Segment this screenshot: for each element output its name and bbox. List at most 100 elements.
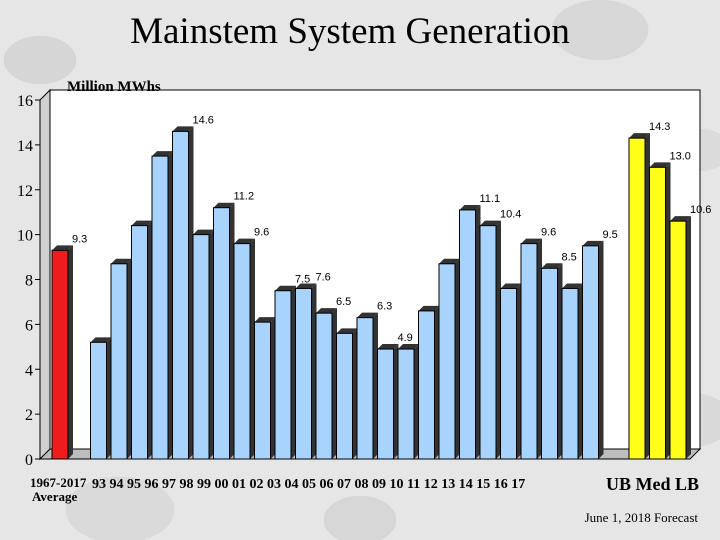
bar-05 [336, 332, 353, 460]
bar-top [152, 151, 173, 157]
data-label: 6.5 [336, 296, 351, 308]
bar-99 [213, 207, 230, 460]
bar-side [686, 216, 691, 459]
data-label: 9.6 [254, 227, 269, 239]
bar-side [209, 229, 214, 459]
y-tick-label: 4 [25, 362, 33, 379]
bar-side [311, 283, 317, 459]
bar-top [480, 220, 501, 226]
bar-16 [561, 287, 579, 460]
bar-side [332, 308, 337, 459]
bar-top [629, 133, 650, 139]
bar-top [316, 308, 337, 314]
bar-top [541, 263, 563, 269]
bar-14 [520, 243, 538, 460]
bar-side [229, 202, 235, 459]
bar-top [562, 283, 583, 289]
bar-med [649, 166, 666, 460]
bar-95 [131, 225, 148, 460]
bar-93 [90, 341, 107, 460]
data-label: 14.6 [193, 114, 214, 126]
x-tick-average-line2: Average [32, 489, 77, 504]
x-tick-forecast: UB Med LB [606, 474, 699, 494]
data-label: 6.3 [377, 301, 392, 313]
y-tick-label: 6 [25, 317, 33, 334]
bar-top [193, 229, 214, 235]
bar-top [52, 245, 73, 251]
bar-side [434, 305, 440, 459]
y-tick-label: 10 [17, 228, 33, 245]
bar-side [537, 238, 542, 459]
bar-12 [479, 225, 497, 460]
bar-08 [397, 348, 415, 460]
y-tick-label: 16 [17, 93, 33, 110]
bar-top [582, 240, 604, 246]
bar-15 [541, 267, 558, 460]
bar-94 [110, 263, 128, 460]
bar-top [377, 344, 399, 350]
bar-ub [628, 137, 646, 460]
data-label: 10.6 [690, 204, 711, 216]
bar-top [649, 162, 671, 168]
bar-top [336, 328, 358, 334]
data-label: 7.6 [316, 271, 331, 283]
bar-top [500, 283, 522, 289]
bar-side [147, 220, 153, 459]
bar-top [670, 216, 691, 222]
bar-top [439, 258, 460, 264]
bar-17 [582, 245, 599, 460]
bar-top [254, 317, 276, 323]
forecast-date-note: June 1, 2018 Forecast [584, 510, 698, 525]
data-label: 11.1 [480, 193, 501, 205]
bar-top [234, 238, 255, 244]
bar-side [645, 133, 650, 460]
bar-side [665, 162, 671, 459]
chart-title: Mainstem System Generation [130, 11, 570, 52]
bar-side [516, 283, 522, 459]
data-label: 11.2 [234, 191, 255, 203]
bar-side [68, 245, 73, 459]
bar-side [393, 344, 399, 459]
bar-09 [418, 310, 435, 460]
bar-97 [172, 130, 189, 460]
bar-side [352, 328, 358, 459]
bar-top [90, 337, 112, 343]
bar-96 [151, 155, 169, 460]
data-label: 9.5 [603, 229, 618, 241]
bar-07 [377, 348, 394, 460]
bar-top [111, 258, 132, 264]
bar-10 [438, 263, 456, 460]
bar-side [188, 126, 194, 459]
data-label: 9.6 [541, 227, 556, 239]
bar-side [250, 238, 255, 459]
bar-02 [274, 290, 292, 460]
y-tick-label: 12 [17, 183, 33, 200]
bar-top [213, 202, 235, 208]
y-tick-label: 0 [25, 452, 33, 469]
bar-06 [356, 317, 374, 460]
data-label: 9.3 [72, 233, 87, 245]
bar-side [414, 344, 419, 459]
bar-top [418, 305, 440, 311]
bar-top [131, 220, 153, 226]
x-tick-average-line1: 1967-2017 [30, 475, 87, 490]
bar-00 [233, 243, 251, 460]
bar-side [168, 151, 173, 459]
bar-1967-2017-average [51, 249, 69, 460]
bar-03 [295, 287, 312, 460]
bar-11 [459, 209, 476, 460]
bar-top [275, 285, 296, 291]
bar-top [295, 283, 317, 289]
bar-side [598, 240, 604, 459]
bar-side [475, 204, 481, 459]
bar-13 [500, 287, 517, 460]
bar-top [398, 344, 419, 350]
bar-98 [192, 234, 210, 460]
bar-side [291, 285, 296, 459]
data-label: 8.5 [562, 251, 577, 263]
bar-01 [254, 321, 271, 460]
y-tick-label: 2 [25, 407, 33, 424]
y-axis-label: Million MWhs [67, 79, 161, 95]
bar-side [557, 263, 563, 459]
